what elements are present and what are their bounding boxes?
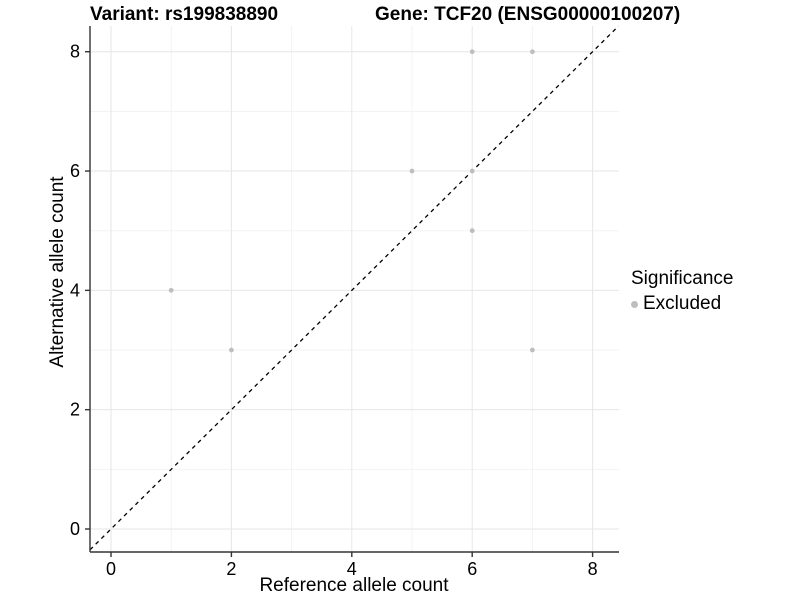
legend-point-icon <box>631 300 638 308</box>
x-tick-label: 4 <box>347 559 357 579</box>
plot-title-gene: Gene: TCF20 (ENSG00000100207) <box>375 4 681 25</box>
y-tick-label: 0 <box>70 519 80 539</box>
legend-item-label: Excluded <box>643 293 722 314</box>
data-point <box>229 347 234 353</box>
identity-line <box>89 25 620 551</box>
x-tick-label: 6 <box>467 559 477 579</box>
legend: Significance Excluded <box>631 268 733 315</box>
y-tick-label: 6 <box>70 161 80 181</box>
data-point <box>469 228 475 234</box>
x-tick-label: 0 <box>106 559 116 579</box>
data-point <box>469 49 475 55</box>
data-point <box>530 49 535 55</box>
data-point <box>469 168 475 174</box>
data-point <box>168 287 174 293</box>
y-tick-label: 8 <box>70 42 80 62</box>
x-tick-label: 8 <box>588 559 598 579</box>
legend-item-excluded: Excluded <box>631 293 733 315</box>
plot-title-variant: Variant: rs199838890 <box>90 4 279 25</box>
y-tick-label: 4 <box>70 280 80 300</box>
x-axis-title: Reference allele count <box>259 575 449 596</box>
legend-title: Significance <box>631 268 734 289</box>
data-point <box>409 168 415 174</box>
x-tick-label: 2 <box>226 559 236 579</box>
y-tick-label: 2 <box>70 400 80 420</box>
data-point <box>530 347 535 353</box>
y-axis-title: Alternative allele count <box>47 176 68 368</box>
